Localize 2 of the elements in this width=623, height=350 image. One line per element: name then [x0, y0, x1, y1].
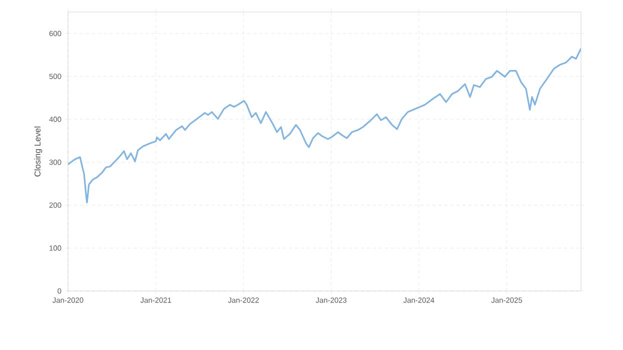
y-axis-title: Closing Level: [34, 126, 42, 176]
line-series: [68, 48, 582, 204]
